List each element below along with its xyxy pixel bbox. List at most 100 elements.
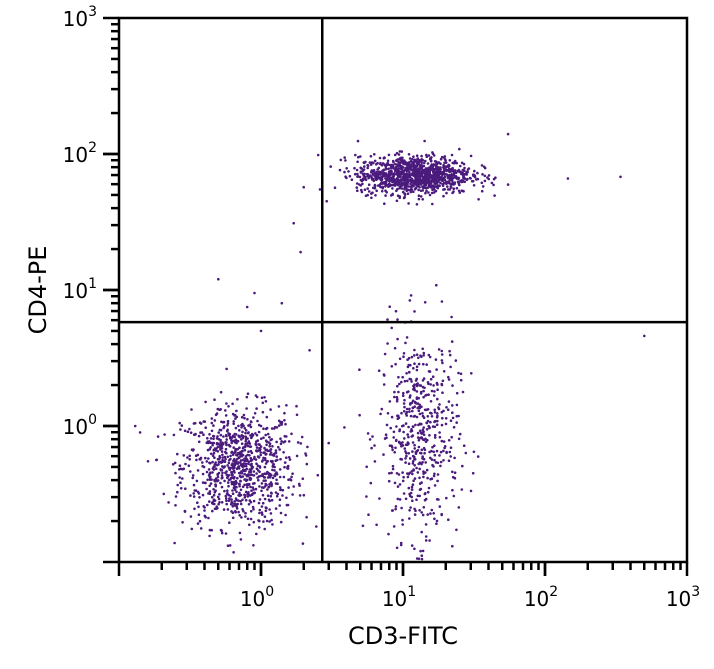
data-point [459,378,463,382]
data-point [437,161,441,164]
data-point [363,165,366,168]
data-point [179,428,182,431]
data-point [413,443,416,447]
data-point [405,390,409,394]
data-point [436,479,439,483]
data-point [459,372,463,376]
data-point [264,400,268,403]
data-point [273,425,277,429]
data-point [472,184,476,187]
data-point [238,484,241,488]
data-point [420,436,423,440]
data-point [163,433,166,436]
data-point [420,405,423,409]
data-point [366,174,370,178]
data-point [256,464,260,468]
data-point [413,464,417,467]
data-point [260,505,264,508]
data-point [190,527,194,531]
data-point [236,476,239,480]
data-point [455,528,458,532]
data-point [262,520,265,523]
data-point [256,455,260,458]
data-point [411,157,414,161]
data-point [410,488,414,491]
data-point [403,379,407,383]
data-point [397,473,401,476]
data-point [406,177,409,180]
data-point [440,383,444,387]
data-point [252,488,255,491]
data-point [440,512,444,516]
data-point [438,169,442,173]
data-point [266,488,269,491]
data-point [252,507,255,511]
data-point [411,161,414,164]
data-point [220,450,224,453]
data-point [258,443,261,447]
data-point [254,440,258,443]
data-point [411,472,414,476]
data-point [460,189,464,192]
data-point [189,470,192,473]
data-point [225,473,229,477]
data-point [406,475,410,479]
data-point [409,506,412,509]
data-point [243,457,246,460]
data-point [270,482,274,486]
data-point [411,454,415,458]
data-point [213,478,216,482]
data-point [268,453,272,456]
data-point [191,474,195,477]
data-point [435,283,438,287]
data-point [438,435,442,439]
data-point [402,492,406,495]
data-point [450,435,454,439]
data-point [420,557,424,561]
data-point [251,486,255,489]
data-point [447,378,451,381]
data-point [402,391,405,395]
data-point [209,482,213,485]
data-point [262,436,265,440]
data-point [248,468,251,471]
data-point [285,503,289,507]
data-point [283,440,287,443]
data-point [372,161,375,165]
data-point [432,191,436,194]
data-point [401,176,405,179]
data-point [421,181,425,185]
data-point [234,417,237,420]
data-point [424,440,428,444]
data-point [207,468,211,471]
data-point [213,456,216,460]
data-point [398,483,402,486]
data-point [229,466,232,470]
data-point [231,511,235,514]
data-point [447,375,450,379]
data-point [404,412,408,416]
data-point [643,334,646,338]
data-point [226,481,230,484]
data-point [241,498,244,502]
data-point [408,299,412,302]
data-point [176,490,179,494]
data-point [356,139,360,143]
data-point [411,483,415,487]
data-point [215,505,218,509]
data-point [280,440,283,443]
data-point [210,528,213,532]
data-point [401,471,404,474]
data-point [399,179,402,182]
data-point [316,473,320,477]
data-point [240,426,243,429]
data-point [382,171,386,175]
data-point [230,439,233,442]
data-point [436,412,439,415]
data-point [433,390,436,393]
data-point [266,472,269,475]
data-point [429,411,432,415]
data-point [247,503,251,506]
data-point [425,155,429,158]
data-point [220,476,224,480]
